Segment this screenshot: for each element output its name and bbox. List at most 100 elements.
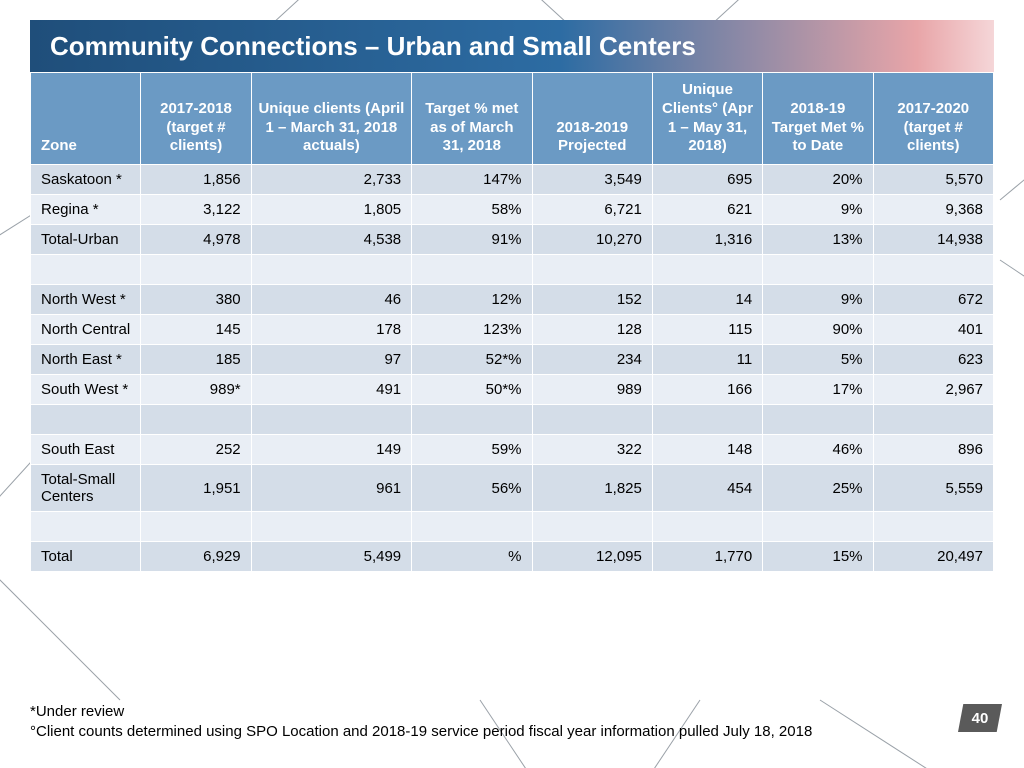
table-cell-zone: North East * (31, 345, 141, 375)
table-cell-empty (763, 512, 873, 542)
table-cell: 17% (763, 375, 873, 405)
table-cell-zone: Total-Small Centers (31, 465, 141, 512)
table-cell-empty (532, 405, 652, 435)
table-cell: 234 (532, 345, 652, 375)
table-body: Saskatoon *1,8562,733147%3,54969520%5,57… (31, 165, 994, 572)
table-cell: 91% (412, 225, 532, 255)
table-cell-empty (532, 512, 652, 542)
table-row: South East25214959%32214846%896 (31, 435, 994, 465)
table-spacer-row (31, 405, 994, 435)
table-cell: 3,549 (532, 165, 652, 195)
table-cell: 178 (251, 315, 412, 345)
table-cell: 128 (532, 315, 652, 345)
table-cell-empty (652, 512, 762, 542)
table-row: North East *1859752*%234115%623 (31, 345, 994, 375)
page-number: 40 (972, 710, 989, 727)
table-cell: 1,825 (532, 465, 652, 512)
footnote-line: *Under review (30, 702, 930, 722)
table-cell: 123% (412, 315, 532, 345)
table-column-header: 2018-2019 Projected (532, 73, 652, 165)
table-cell-empty (31, 255, 141, 285)
table-cell: 58% (412, 195, 532, 225)
table-cell-empty (141, 255, 251, 285)
table-cell: 15% (763, 542, 873, 572)
table-cell: 380 (141, 285, 251, 315)
table-cell: 10,270 (532, 225, 652, 255)
table-cell: 896 (873, 435, 993, 465)
table-cell-empty (763, 255, 873, 285)
table-cell: 5,570 (873, 165, 993, 195)
table-cell: 252 (141, 435, 251, 465)
table-cell: 59% (412, 435, 532, 465)
table-cell: 989 (532, 375, 652, 405)
table-cell-empty (763, 405, 873, 435)
footnotes: *Under review °Client counts determined … (30, 702, 930, 743)
table-cell: 5% (763, 345, 873, 375)
title-bar: Community Connections – Urban and Small … (30, 20, 994, 72)
page-title: Community Connections – Urban and Small … (50, 31, 696, 62)
table-cell: 115 (652, 315, 762, 345)
table-cell: 1,316 (652, 225, 762, 255)
table-cell-empty (412, 405, 532, 435)
table-cell-zone: South West * (31, 375, 141, 405)
table-cell: 2,733 (251, 165, 412, 195)
table-cell: 695 (652, 165, 762, 195)
table-cell-zone: South East (31, 435, 141, 465)
page-number-badge: 40 (958, 704, 1002, 732)
table-cell-empty (251, 255, 412, 285)
table-cell-empty (652, 255, 762, 285)
table-cell: 1,805 (251, 195, 412, 225)
table-cell: 322 (532, 435, 652, 465)
table-column-header: 2017-2018 (target # clients) (141, 73, 251, 165)
table-row: Total6,9295,499%12,0951,77015%20,497 (31, 542, 994, 572)
table-cell-empty (31, 405, 141, 435)
table-cell: 148 (652, 435, 762, 465)
table-column-header: 2017-2020 (target # clients) (873, 73, 993, 165)
table-cell: 185 (141, 345, 251, 375)
table-cell: 14 (652, 285, 762, 315)
table-column-header: Target % met as of March 31, 2018 (412, 73, 532, 165)
table-cell: 147% (412, 165, 532, 195)
table-row: North West *3804612%152149%672 (31, 285, 994, 315)
table-cell-zone: North West * (31, 285, 141, 315)
table-cell: 145 (141, 315, 251, 345)
table-cell: 6,721 (532, 195, 652, 225)
table-row: Regina *3,1221,80558%6,7216219%9,368 (31, 195, 994, 225)
table-cell-zone: Total-Urban (31, 225, 141, 255)
table-cell-zone: Regina * (31, 195, 141, 225)
table-cell: 12% (412, 285, 532, 315)
table-cell-empty (412, 255, 532, 285)
table-cell: 46 (251, 285, 412, 315)
table-cell: 623 (873, 345, 993, 375)
footnote-line: °Client counts determined using SPO Loca… (30, 722, 930, 742)
table-cell-zone: Saskatoon * (31, 165, 141, 195)
table-cell: 1,770 (652, 542, 762, 572)
table-column-header: Unique clients (April 1 – March 31, 2018… (251, 73, 412, 165)
table-cell: % (412, 542, 532, 572)
table-cell: 4,538 (251, 225, 412, 255)
table-cell: 11 (652, 345, 762, 375)
table-cell-zone: Total (31, 542, 141, 572)
table-spacer-row (31, 255, 994, 285)
table-column-header: 2018-19 Target Met % to Date (763, 73, 873, 165)
table-cell: 90% (763, 315, 873, 345)
table-cell: 14,938 (873, 225, 993, 255)
table-cell: 672 (873, 285, 993, 315)
table-cell: 166 (652, 375, 762, 405)
table-cell: 621 (652, 195, 762, 225)
table-cell: 1,856 (141, 165, 251, 195)
table-cell: 97 (251, 345, 412, 375)
table-cell-empty (251, 512, 412, 542)
table-cell: 5,499 (251, 542, 412, 572)
table-cell: 6,929 (141, 542, 251, 572)
table-cell: 25% (763, 465, 873, 512)
data-table: Zone2017-2018 (target # clients)Unique c… (30, 72, 994, 572)
table-cell: 20% (763, 165, 873, 195)
table-cell-empty (251, 405, 412, 435)
table-spacer-row (31, 512, 994, 542)
table-cell: 3,122 (141, 195, 251, 225)
table-cell: 9,368 (873, 195, 993, 225)
table-cell: 4,978 (141, 225, 251, 255)
table-cell-empty (873, 512, 993, 542)
table-cell: 5,559 (873, 465, 993, 512)
